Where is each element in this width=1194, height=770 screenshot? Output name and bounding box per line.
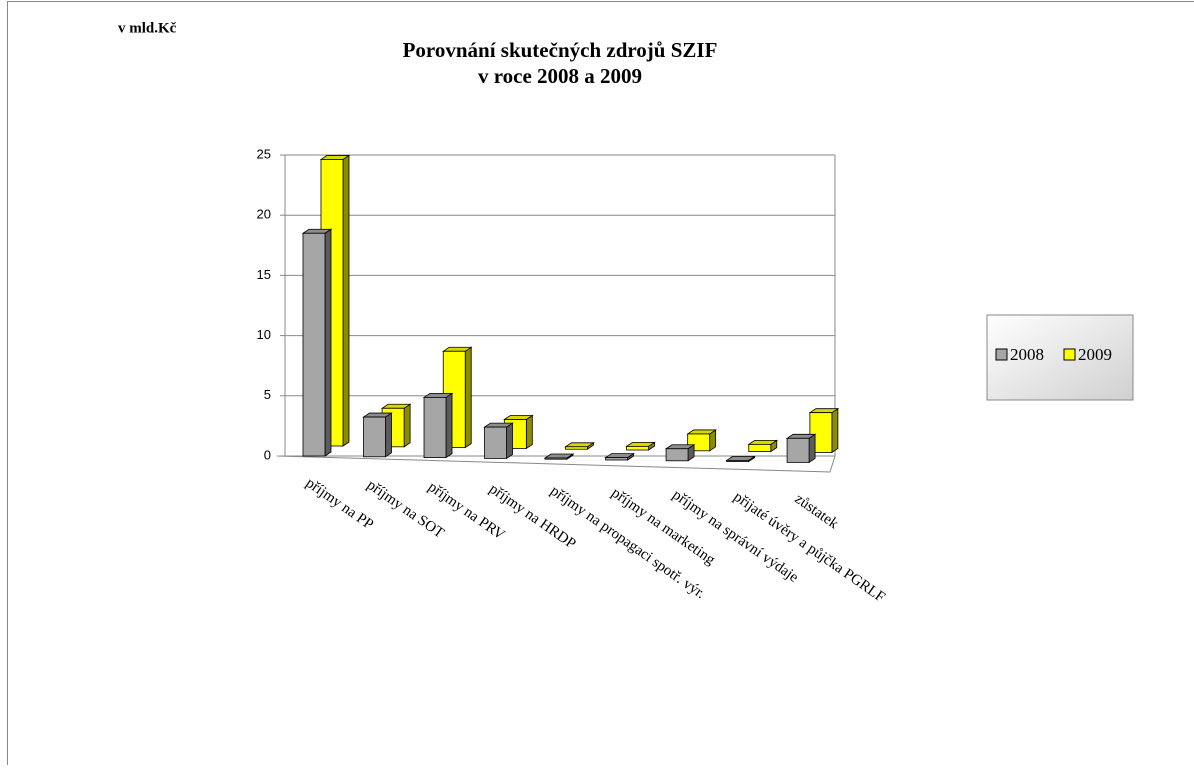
bar-side [446,393,452,457]
y-tick-label: 15 [257,267,271,282]
y-tick-label: 25 [257,146,271,161]
bar [364,417,386,457]
x-tick-label: příjmy na PP [303,475,376,533]
x-tick-label: zůstatek [792,491,842,533]
bar [627,446,649,450]
y-tick-label: 0 [264,447,271,462]
bar-side [465,347,471,447]
legend-swatch [1064,349,1075,360]
chart-title: v roce 2008 a 2009 [478,64,642,88]
bar [424,397,446,457]
bar [545,458,567,459]
y-tick-label: 10 [257,327,271,342]
bar-side [325,229,331,456]
bar-side [526,416,532,449]
bar-side [343,155,349,446]
y-tick-label: 20 [257,207,271,222]
legend-label: 2009 [1078,345,1112,364]
legend-label: 2008 [1010,345,1044,364]
y-tick-label: 5 [264,387,271,402]
x-tick-label: příjmy na marketing [608,485,718,569]
bar [727,460,749,461]
bar [787,438,809,462]
bar-side [809,434,815,462]
legend-swatch [996,349,1007,360]
bar [749,444,771,451]
bar [485,427,507,458]
bar-side [386,413,392,457]
bar [565,447,587,449]
bar [303,233,325,456]
unit-label: v mld.Kč [118,20,177,36]
bar-side [832,409,838,453]
bar [666,449,688,461]
bar [606,458,628,460]
bar-side [404,404,410,447]
bar-side [507,423,513,458]
chart-title: Porovnání skutečných zdrojů SZIF [403,38,718,62]
